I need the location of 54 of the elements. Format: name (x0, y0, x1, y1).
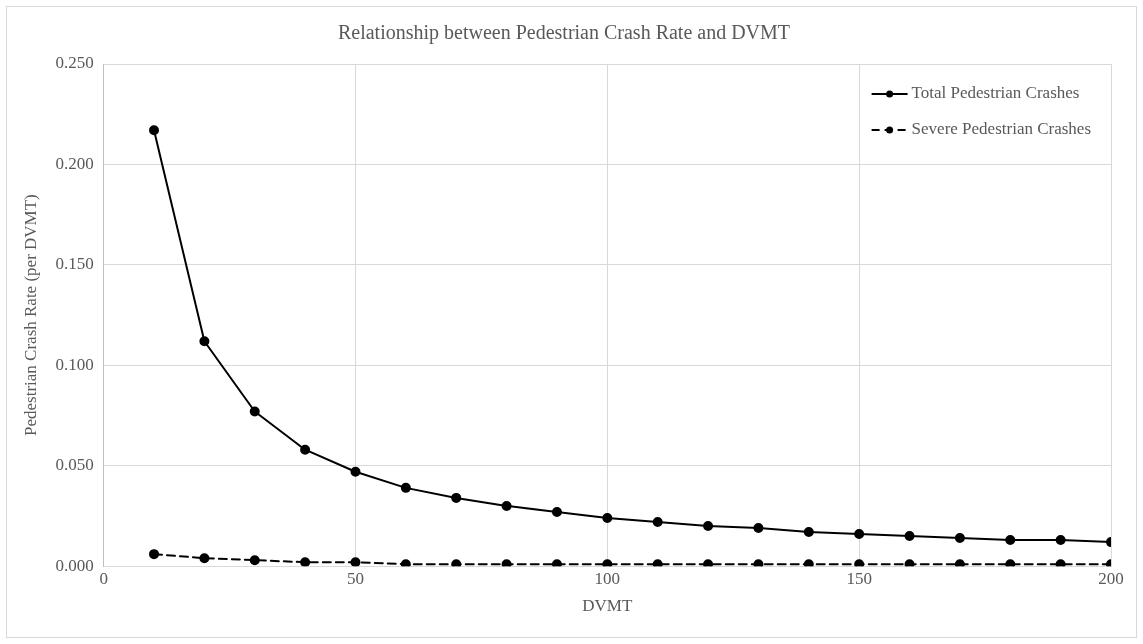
x-tick-label: 200 (1098, 568, 1124, 588)
point (400, 482, 411, 493)
legend-label: Total Pedestrian Crashes (911, 83, 1080, 103)
point (199, 336, 210, 347)
point (1055, 535, 1066, 546)
point (602, 559, 613, 567)
point (149, 125, 160, 136)
point (451, 492, 462, 503)
point (904, 559, 915, 567)
point (300, 444, 311, 455)
point (703, 559, 714, 567)
point (199, 553, 210, 564)
point (803, 559, 814, 567)
chart-title: Relationship between Pedestrian Crash Rate and DVMT (337, 21, 791, 45)
y-axis-title: Pedestrian Crash Rate (per DVMT) (20, 194, 40, 436)
point (954, 533, 965, 544)
point (350, 557, 361, 567)
point (854, 559, 865, 567)
point (400, 559, 411, 567)
point (300, 557, 311, 567)
x-tick-label: 0 (99, 568, 108, 588)
point (753, 523, 764, 534)
point (803, 527, 814, 538)
x-tick-label: 50 (346, 568, 364, 588)
point (753, 559, 764, 567)
x-tick-label: 100 (594, 568, 621, 588)
y-tick-label: 0.050 (55, 455, 94, 475)
point (249, 406, 260, 417)
point (703, 521, 714, 532)
point (602, 512, 613, 523)
point (1005, 559, 1016, 567)
point (501, 500, 512, 511)
x-tick-label: 150 (846, 568, 872, 588)
point (1005, 535, 1016, 546)
point (551, 506, 562, 517)
point (350, 466, 361, 477)
point (149, 549, 160, 560)
point (1055, 559, 1066, 567)
point (501, 559, 512, 567)
y-tick-label: 0.250 (55, 53, 94, 73)
point (249, 555, 260, 566)
point (451, 559, 462, 567)
point (854, 529, 865, 540)
y-tick-label: 0.150 (55, 254, 94, 274)
y-tick-label: 0.200 (55, 153, 94, 173)
y-tick-label: 0.100 (55, 354, 94, 374)
point (652, 517, 663, 528)
legend-label: Severe Pedestrian Crashes (911, 119, 1091, 139)
point (904, 531, 915, 542)
y-tick-label: 0.000 (55, 555, 94, 575)
x-axis-title: DVMT (582, 596, 633, 616)
point (954, 559, 965, 567)
point (551, 559, 562, 567)
point (652, 559, 663, 567)
